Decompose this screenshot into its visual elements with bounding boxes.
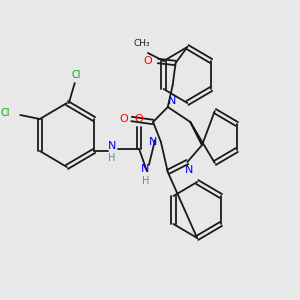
Text: O: O — [119, 114, 128, 124]
Text: N: N — [149, 137, 157, 147]
Text: N: N — [185, 165, 194, 175]
Text: N: N — [167, 96, 176, 106]
Text: Cl: Cl — [72, 70, 81, 80]
Text: N: N — [107, 141, 116, 151]
Text: O: O — [135, 114, 143, 124]
Text: O: O — [144, 56, 153, 66]
Text: H: H — [142, 176, 150, 186]
Text: Cl: Cl — [1, 108, 10, 118]
Text: H: H — [108, 153, 116, 163]
Text: N: N — [141, 164, 149, 174]
Text: CH₃: CH₃ — [134, 38, 150, 47]
